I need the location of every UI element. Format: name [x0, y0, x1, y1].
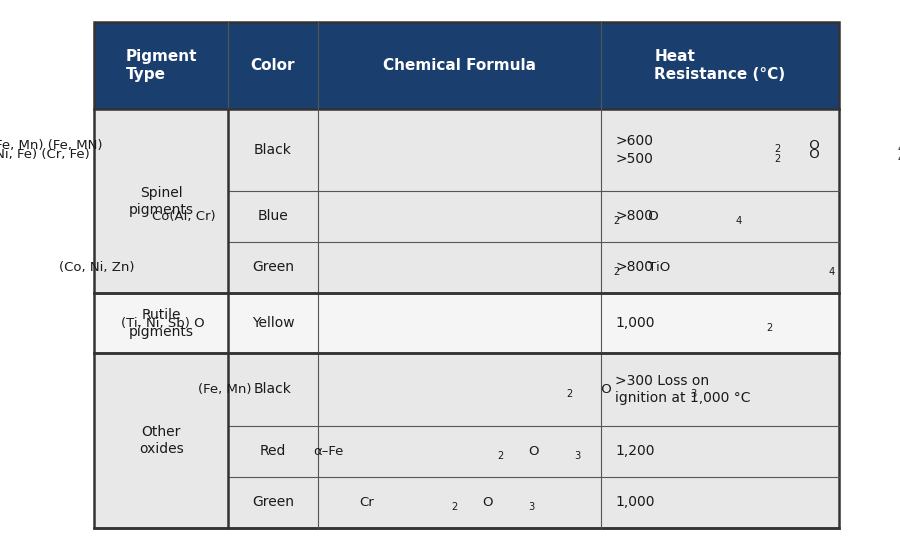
Bar: [318, 109, 600, 191]
Text: >600
>500: >600 >500: [616, 134, 653, 166]
Text: TiO: TiO: [644, 261, 670, 274]
Bar: [318, 353, 600, 426]
Text: 4: 4: [897, 155, 900, 164]
Text: O: O: [528, 445, 539, 458]
Text: α–Fe: α–Fe: [313, 445, 344, 458]
Text: Blue: Blue: [257, 209, 288, 223]
Text: 2: 2: [567, 389, 573, 399]
Bar: [94, 109, 229, 293]
Text: O: O: [806, 139, 820, 152]
Text: Other
oxides: Other oxides: [139, 425, 184, 456]
Text: O: O: [644, 210, 659, 223]
Text: 3: 3: [689, 389, 696, 399]
Bar: [94, 293, 229, 353]
Text: >800: >800: [616, 261, 653, 274]
Text: Black: Black: [254, 382, 292, 397]
Bar: [318, 242, 600, 293]
Text: Yellow: Yellow: [252, 316, 294, 330]
Text: Spinel
pigments: Spinel pigments: [129, 185, 194, 217]
Bar: [318, 477, 600, 528]
Text: Green: Green: [252, 261, 294, 274]
Bar: [600, 353, 839, 426]
Bar: [600, 109, 839, 191]
Text: (Ti, Ni, Sb) O: (Ti, Ni, Sb) O: [121, 317, 204, 329]
Text: (Fe, Mn) (Fe, MN): (Fe, Mn) (Fe, MN): [0, 139, 103, 152]
Text: 2: 2: [498, 450, 504, 460]
Bar: [229, 242, 318, 293]
Bar: [600, 22, 839, 109]
Text: 2: 2: [613, 267, 619, 277]
Text: >800: >800: [616, 209, 653, 223]
Bar: [318, 426, 600, 477]
Bar: [600, 426, 839, 477]
Text: 2: 2: [613, 216, 619, 225]
Text: >300 Loss on
ignition at 1,000 °C: >300 Loss on ignition at 1,000 °C: [616, 374, 751, 405]
Text: Pigment
Type: Pigment Type: [125, 49, 197, 82]
Text: (Ni, Fe) (Cr, Fe): (Ni, Fe) (Cr, Fe): [0, 148, 90, 162]
Bar: [600, 293, 839, 353]
Text: 2: 2: [774, 145, 780, 155]
Bar: [318, 22, 600, 109]
Text: Heat
Resistance (°C): Heat Resistance (°C): [654, 49, 786, 82]
Text: Red: Red: [260, 444, 286, 458]
Bar: [229, 293, 318, 353]
Text: 4: 4: [828, 267, 834, 277]
Text: Black: Black: [254, 143, 292, 157]
Text: O: O: [806, 148, 820, 162]
Text: 1,200: 1,200: [616, 444, 655, 458]
Bar: [229, 426, 318, 477]
Bar: [229, 477, 318, 528]
Bar: [229, 22, 318, 109]
Text: Co(Al, Cr): Co(Al, Cr): [151, 210, 215, 223]
Text: Color: Color: [251, 58, 295, 73]
Text: 2: 2: [452, 502, 458, 512]
Bar: [94, 353, 229, 528]
Text: Chemical Formula: Chemical Formula: [382, 58, 536, 73]
Bar: [229, 353, 318, 426]
Text: 1,000: 1,000: [616, 496, 655, 509]
Text: (Co, Ni, Zn): (Co, Ni, Zn): [59, 261, 135, 274]
Text: 1,000: 1,000: [616, 316, 655, 330]
Text: (Fe, Mn): (Fe, Mn): [198, 383, 251, 396]
Bar: [229, 109, 318, 191]
Text: 4: 4: [897, 145, 900, 155]
Text: 2: 2: [767, 323, 773, 333]
Bar: [318, 293, 600, 353]
Text: 4: 4: [736, 216, 742, 225]
Text: O: O: [482, 496, 492, 509]
Bar: [600, 191, 839, 242]
Text: 3: 3: [574, 450, 580, 460]
Bar: [600, 242, 839, 293]
Text: Rutile
pigments: Rutile pigments: [129, 307, 194, 339]
Bar: [600, 477, 839, 528]
Bar: [229, 191, 318, 242]
Text: 3: 3: [528, 502, 535, 512]
Text: Cr: Cr: [359, 496, 374, 509]
Text: 2: 2: [774, 155, 780, 164]
Text: Green: Green: [252, 496, 294, 509]
Bar: [94, 22, 229, 109]
Text: O: O: [598, 383, 612, 396]
Bar: [318, 191, 600, 242]
